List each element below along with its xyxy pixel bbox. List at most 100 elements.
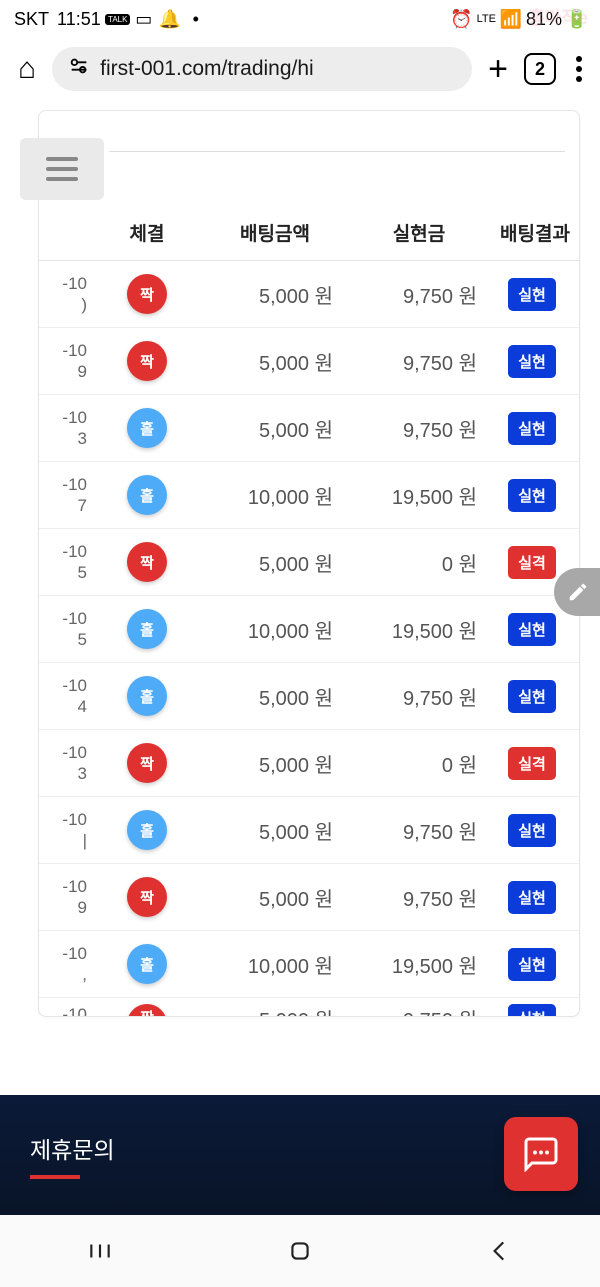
home-icon[interactable]: ⌂ (18, 52, 36, 86)
tab-count-button[interactable]: 2 (524, 53, 556, 85)
row-realized: 9,750 원 (347, 797, 491, 864)
row-realized: 9,750 원 (347, 663, 491, 730)
browser-bar: ⌂ first-001.com/trading/hi + 2 (0, 38, 600, 100)
chat-fab[interactable] (504, 1117, 578, 1191)
network-label: LTE (477, 13, 496, 25)
row-chip-cell: 짝 (91, 529, 203, 596)
row-date: -10 5 (39, 596, 91, 663)
row-bet: 5,000 원 (203, 328, 347, 395)
row-date: -10 | (39, 797, 91, 864)
alarm-icon: ⏰ (453, 10, 471, 28)
result-tag: 실현 (508, 345, 556, 378)
row-date: -10 9 (39, 328, 91, 395)
recents-button[interactable] (86, 1237, 114, 1265)
result-tag: 실현 (508, 1004, 556, 1017)
new-tab-icon[interactable]: + (488, 50, 508, 89)
row-realized: 19,500 원 (347, 462, 491, 529)
result-tag: 실현 (508, 881, 556, 914)
even-chip: 짝 (127, 1004, 167, 1017)
hamburger-menu-button[interactable] (20, 138, 104, 200)
row-date: -10 3 (39, 730, 91, 797)
table-body: -10 )짝5,000 원9,750 원실현-10 9짝5,000 원9,750… (39, 261, 579, 1018)
row-bet: 5,000 원 (203, 864, 347, 931)
row-bet: 10,000 원 (203, 462, 347, 529)
row-chip-cell: 짝 (91, 261, 203, 328)
clock-label: 11:51 (57, 9, 101, 30)
table-row: -10 5홀10,000 원19,500 원실현 (39, 596, 579, 663)
history-card: 체결 배팅금액 실현금 배팅결과 -10 )짝5,000 원9,750 원실현-… (38, 110, 580, 1017)
odd-chip: 홀 (127, 944, 167, 984)
edit-fab[interactable] (554, 568, 600, 616)
row-bet: 5,000 원 (203, 998, 347, 1018)
row-bet: 5,000 원 (203, 395, 347, 462)
url-text: first-001.com/trading/hi (100, 57, 314, 81)
even-chip: 짝 (127, 274, 167, 314)
result-tag: 실격 (508, 747, 556, 780)
row-chip-cell: 홀 (91, 596, 203, 663)
table-row: -10 5짝5,000 원0 원실격 (39, 529, 579, 596)
home-button[interactable] (286, 1237, 314, 1265)
row-result-cell: 실현 (491, 864, 579, 931)
row-date: -10 ) (39, 261, 91, 328)
row-chip-cell: 짝 (91, 998, 203, 1018)
result-tag: 실격 (508, 546, 556, 579)
even-chip: 짝 (127, 743, 167, 783)
row-date: -10 7 (39, 462, 91, 529)
site-settings-icon[interactable] (68, 55, 90, 83)
table-row: -10 ,홀10,000 원19,500 원실현 (39, 931, 579, 998)
result-tag: 실현 (508, 613, 556, 646)
row-chip-cell: 홀 (91, 663, 203, 730)
row-realized: 19,500 원 (347, 931, 491, 998)
header-result: 배팅결과 (491, 209, 579, 261)
odd-chip: 홀 (127, 609, 167, 649)
row-result-cell: 실현 (491, 328, 579, 395)
even-chip: 짝 (127, 542, 167, 582)
menu-icon[interactable] (576, 56, 582, 82)
table-row: -10 9 짝 5,000 원9,750 원 실현 (39, 328, 579, 395)
dot-icon: • (187, 10, 205, 28)
row-realized: 19,500 원 (347, 596, 491, 663)
bell-icon: 🔔 (161, 10, 179, 28)
footer-title: 제휴문의 (30, 1131, 115, 1165)
result-tag: 실현 (508, 479, 556, 512)
row-result-cell: 실현 (491, 797, 579, 864)
row-bet: 5,000 원 (203, 663, 347, 730)
row-realized: 9,750 원 (347, 395, 491, 462)
card-icon: ▭ (135, 10, 153, 28)
row-bet: 5,000 원 (203, 797, 347, 864)
back-button[interactable] (486, 1237, 514, 1265)
url-bar[interactable]: first-001.com/trading/hi (52, 47, 472, 91)
row-realized: 9,750 원 (347, 328, 491, 395)
table-row: -10 )짝5,000 원9,750 원실현 (39, 261, 579, 328)
row-realized: 9,750 원 (347, 998, 491, 1018)
header-settle: 체결 (91, 209, 203, 261)
row-bet: 5,000 원 (203, 529, 347, 596)
row-chip-cell: 홀 (91, 797, 203, 864)
row-chip-cell: 짝 (91, 730, 203, 797)
odd-chip: 홀 (127, 408, 167, 448)
row-date: -10 , (39, 931, 91, 998)
result-tag: 실현 (508, 412, 556, 445)
header-realized: 실현금 (347, 209, 491, 261)
even-chip: 짝 (127, 341, 167, 381)
row-chip-cell: 짝 (91, 864, 203, 931)
history-table: 체결 배팅금액 실현금 배팅결과 -10 )짝5,000 원9,750 원실현-… (39, 209, 579, 1017)
status-bar: SKT 11:51 TALK ▭ 🔔 • ⏰ LTE 📶 81% 🔋 홍마작e (0, 0, 600, 38)
watermark: 홍마작e (528, 4, 588, 30)
table-header: 체결 배팅금액 실현금 배팅결과 (39, 209, 579, 261)
row-date: -10 3 (39, 395, 91, 462)
even-chip: 짝 (127, 877, 167, 917)
row-result-cell: 실현 (491, 462, 579, 529)
row-date: -10 4 (39, 663, 91, 730)
row-result-cell: 실현 (491, 261, 579, 328)
row-bet: 5,000 원 (203, 730, 347, 797)
talk-icon: TALK (109, 10, 127, 28)
row-realized: 9,750 원 (347, 261, 491, 328)
row-chip-cell: 짝 (91, 328, 203, 395)
table-row: -10 3 홀 5,000 원9,750 원 실현 (39, 395, 579, 462)
row-chip-cell: 홀 (91, 462, 203, 529)
row-date: -10 9 (39, 864, 91, 931)
result-tag: 실현 (508, 680, 556, 713)
odd-chip: 홀 (127, 676, 167, 716)
header-date (39, 209, 91, 261)
